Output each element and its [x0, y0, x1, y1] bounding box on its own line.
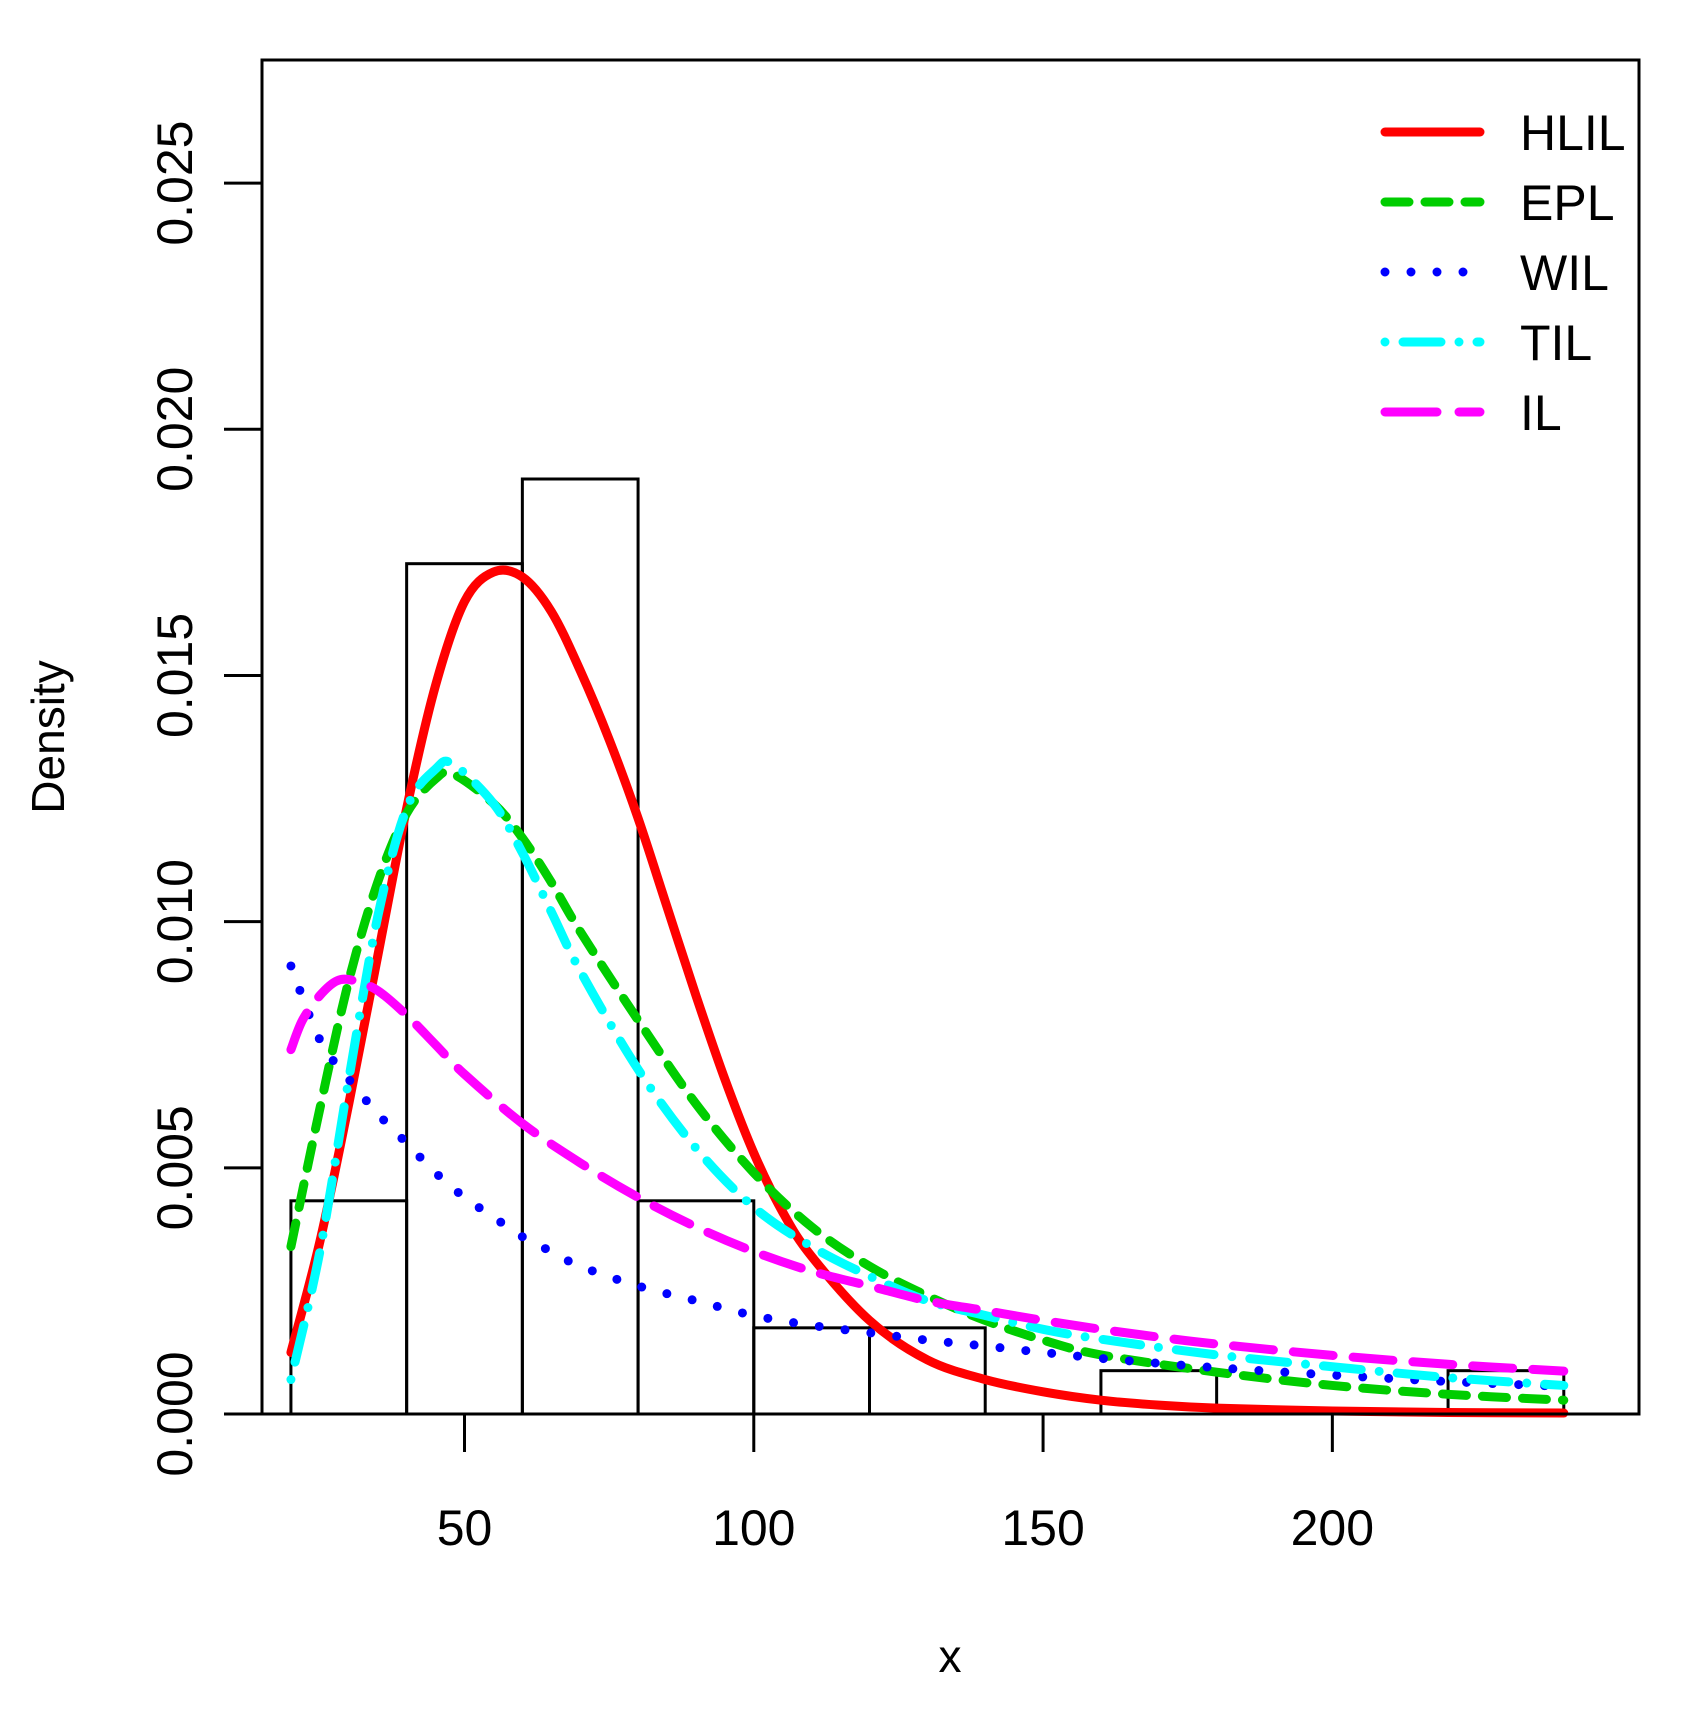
- curve-il: [286, 974, 1569, 1376]
- x-tick-label-50: 50: [437, 1500, 493, 1556]
- x-tick-label-200: 200: [1291, 1500, 1374, 1556]
- x-tick-label-100: 100: [712, 1500, 795, 1556]
- y-axis-label: Density: [22, 660, 74, 813]
- legend-label-epl: EPL: [1520, 175, 1615, 231]
- x-axis: 50 100 150 200: [437, 1412, 1374, 1556]
- x-axis-label: x: [939, 1630, 962, 1682]
- y-tick-label-5: 0.025: [147, 121, 203, 246]
- legend: HLIL EPL WIL TIL IL: [1380, 105, 1626, 441]
- y-tick-label-3: 0.015: [147, 613, 203, 738]
- curve-til: [286, 756, 1569, 1390]
- y-axis: 0.000 0.005 0.010 0.015 0.020 0.025: [147, 121, 264, 1477]
- curve-wil: [286, 961, 1569, 1391]
- legend-label-hlil: HLIL: [1520, 105, 1626, 161]
- legend-label-til: TIL: [1520, 315, 1592, 371]
- y-tick-label-4: 0.020: [147, 367, 203, 492]
- y-tick-label-0: 0.000: [147, 1351, 203, 1476]
- y-tick-label-2: 0.010: [147, 859, 203, 984]
- legend-label-il: IL: [1520, 385, 1562, 441]
- density-curves: [286, 565, 1569, 1418]
- x-tick-label-150: 150: [1001, 1500, 1084, 1556]
- curve-epl: [286, 767, 1569, 1405]
- y-tick-label-1: 0.005: [147, 1105, 203, 1230]
- legend-label-wil: WIL: [1520, 245, 1609, 301]
